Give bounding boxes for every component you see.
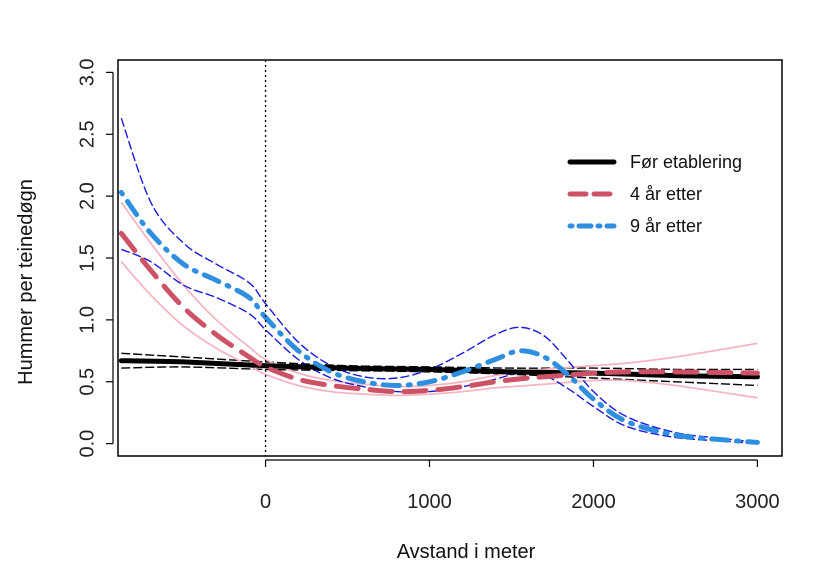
y-tick-label: 0.5: [76, 368, 98, 396]
series-line-1: [118, 358, 760, 380]
y-tick-label: 0.0: [76, 430, 98, 458]
y-tick-label: 1.0: [76, 306, 98, 334]
ci-lower-3: [121, 248, 758, 445]
series-lines: [118, 189, 760, 445]
y-axis-title: Hummer per teinedøgn: [15, 179, 37, 385]
x-axis-title: Avstand i meter: [397, 541, 536, 563]
legend-label-3: 9 år etter: [630, 216, 702, 236]
x-tick-label: 3000: [735, 491, 780, 513]
y-tick-label: 2.5: [76, 120, 98, 148]
x-axis: 0 1000 2000 3000: [260, 459, 780, 513]
y-tick-label: 1.5: [76, 244, 98, 272]
y-tick-label: 2.0: [76, 182, 98, 210]
y-axis: 0.0 0.5 1.0 1.5 2.0 2.5 3.0: [76, 58, 114, 458]
x-tick-label: 1000: [407, 491, 452, 513]
y-tick-label: 3.0: [76, 58, 98, 86]
ci-lower-2: [120, 261, 758, 399]
series-line-2: [118, 230, 760, 395]
series-line-3: [118, 189, 760, 445]
legend-label-1: Før etablering: [630, 152, 742, 172]
x-tick-label: 0: [260, 491, 271, 513]
x-tick-label: 2000: [571, 491, 616, 513]
ci-upper-1: [121, 352, 758, 371]
legend-label-2: 4 år etter: [630, 184, 702, 204]
plot-frame: [117, 59, 783, 457]
legend: Før etablering 4 år etter 9 år etter: [567, 152, 742, 236]
